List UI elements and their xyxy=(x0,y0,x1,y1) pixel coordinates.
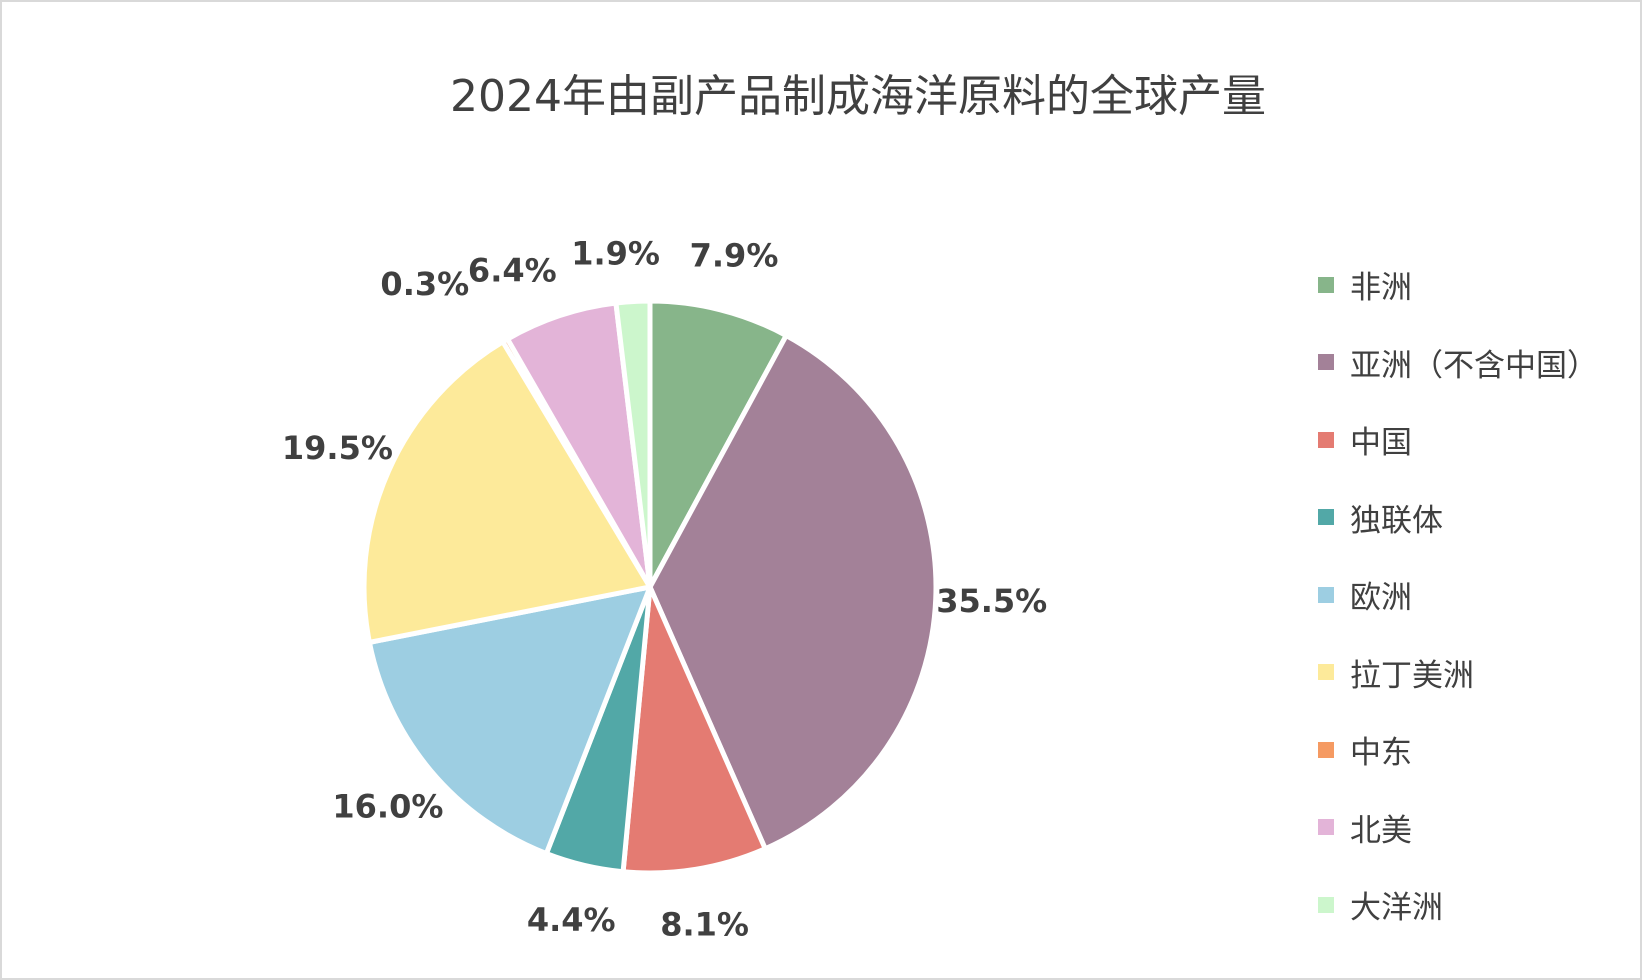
legend-label: 欧洲 xyxy=(1350,580,1412,616)
legend-item-1: 非洲 xyxy=(1318,262,1412,307)
legend-swatch xyxy=(1318,354,1334,370)
data-label-1: 7.9% xyxy=(690,237,779,275)
legend-swatch xyxy=(1318,276,1334,293)
data-label-8: 6.4% xyxy=(468,251,557,289)
pie-data-labels: 7.9% 35.5% 8.1% 4.4% 16.0% 19.5% 0.3%6.4% 1.9% xyxy=(282,235,1047,944)
legend-item-7: 中东 xyxy=(1318,727,1412,772)
pie-slice-3 xyxy=(620,584,768,876)
legend-item-5: 欧洲 xyxy=(1318,572,1412,617)
legend-label: 北美 xyxy=(1350,812,1412,849)
data-label-5: 16.0% xyxy=(332,788,443,826)
data-label-9: 1.9% xyxy=(571,235,660,273)
data-label-2: 35.5% xyxy=(936,582,1047,620)
data-label-4: 4.4% xyxy=(527,901,616,939)
legend-item-6: 拉丁美洲 xyxy=(1318,650,1474,695)
legend-label: 独联体 xyxy=(1350,502,1443,539)
legend-label: 非洲 xyxy=(1350,270,1412,306)
legend-swatch xyxy=(1318,819,1334,835)
legend-label: 拉丁美洲 xyxy=(1350,657,1474,694)
legend-item-2: 亚洲（不含中国） xyxy=(1318,340,1598,385)
pie-slice-2 xyxy=(647,333,939,852)
legend-item-8: 北美 xyxy=(1318,805,1412,850)
legend-swatch xyxy=(1318,431,1334,448)
legend-swatch xyxy=(1318,896,1334,913)
pie-slice-5 xyxy=(366,584,653,857)
legend-label: 中国 xyxy=(1350,425,1412,461)
legend-label: 亚洲（不含中国） xyxy=(1350,347,1598,384)
pie-slices xyxy=(361,298,939,876)
legend-swatch xyxy=(1318,586,1334,603)
legend-swatch xyxy=(1318,741,1334,758)
legend-swatch xyxy=(1318,664,1334,680)
legend-item-4: 独联体 xyxy=(1318,495,1443,540)
legend-swatch xyxy=(1318,509,1334,525)
legend-label: 中东 xyxy=(1350,735,1412,771)
chart-title: 2024年由副产品制成海洋原料的全球产量 xyxy=(450,71,1266,122)
legend-item-3: 中国 xyxy=(1318,417,1412,462)
pie-slice-1 xyxy=(647,298,789,590)
legend-label: 大洋洲 xyxy=(1350,890,1443,926)
legend-item-9: 大洋洲 xyxy=(1318,882,1443,927)
data-label-7: 0.3% xyxy=(380,265,469,303)
pie-slice-6 xyxy=(361,339,653,645)
pie-slice-9 xyxy=(613,298,653,590)
data-label-6: 19.5% xyxy=(282,429,393,467)
data-label-3: 8.1% xyxy=(660,906,749,944)
